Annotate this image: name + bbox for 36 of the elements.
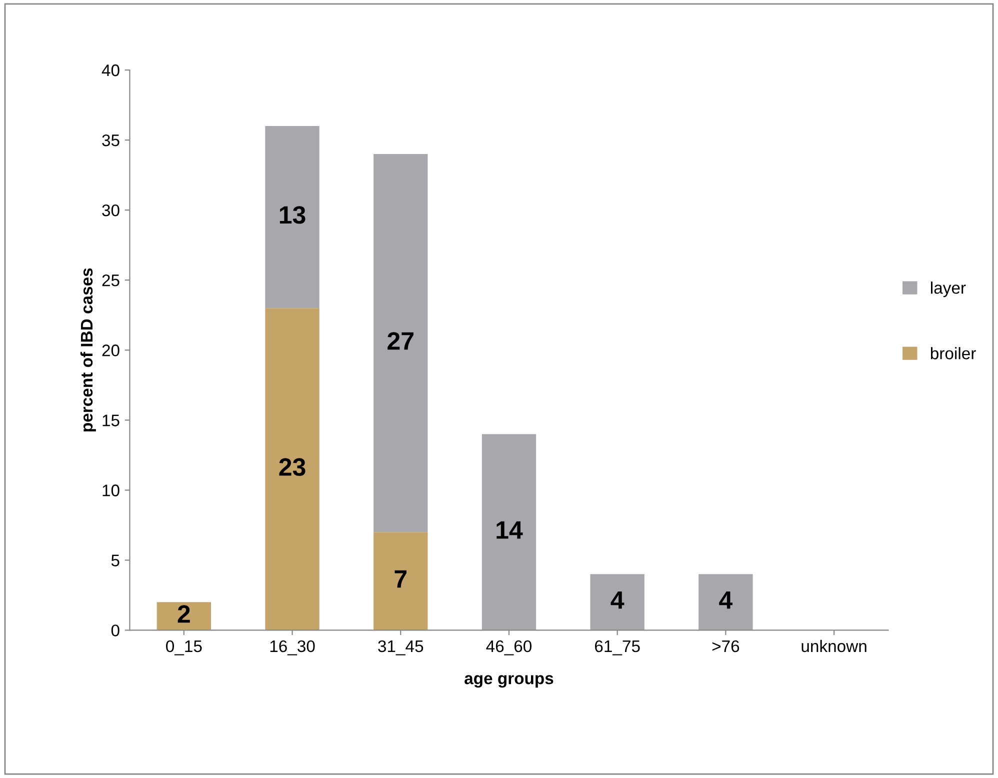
data-label: 14 [496, 521, 523, 539]
bar [698, 574, 753, 630]
x-axis-title: age groups [464, 675, 554, 688]
x-tick-label: >76 [712, 640, 740, 652]
bar [374, 532, 428, 630]
y-tick-label: 5 [111, 554, 120, 566]
data-label: 4 [610, 591, 624, 609]
bar [265, 308, 320, 630]
data-label: 23 [279, 458, 306, 476]
x-tick-label: 46_60 [486, 640, 532, 656]
legend-label: layer [931, 282, 966, 298]
y-tick-label: 10 [102, 484, 120, 496]
y-tick-label: 35 [102, 134, 120, 146]
bar [156, 602, 212, 630]
x-tick-label: 31_45 [378, 640, 424, 656]
bar [374, 154, 428, 532]
y-tick-label: 20 [102, 344, 120, 356]
y-tick-label: 30 [102, 204, 120, 216]
bar [482, 434, 536, 630]
data-label: 7 [394, 570, 406, 588]
bar [265, 126, 320, 308]
y-axis-title: percent of IBD cases [80, 268, 96, 432]
x-tick-label: 0_15 [166, 640, 202, 656]
x-tick-label: 61_75 [595, 640, 640, 656]
bar [590, 574, 644, 630]
y-tick-label: 15 [102, 414, 120, 426]
legend-label: broiler [930, 347, 976, 360]
y-tick-label: 40 [102, 64, 120, 76]
data-label: 2 [178, 605, 190, 623]
x-tick-label: 16_30 [270, 640, 315, 656]
x-tick-label: unknown [802, 640, 866, 652]
y-tick-label: 25 [102, 274, 120, 286]
y-tick-label: 0 [111, 624, 120, 636]
data-label: 13 [280, 206, 306, 224]
data-label: 4 [719, 591, 733, 609]
data-label: 27 [388, 332, 414, 350]
